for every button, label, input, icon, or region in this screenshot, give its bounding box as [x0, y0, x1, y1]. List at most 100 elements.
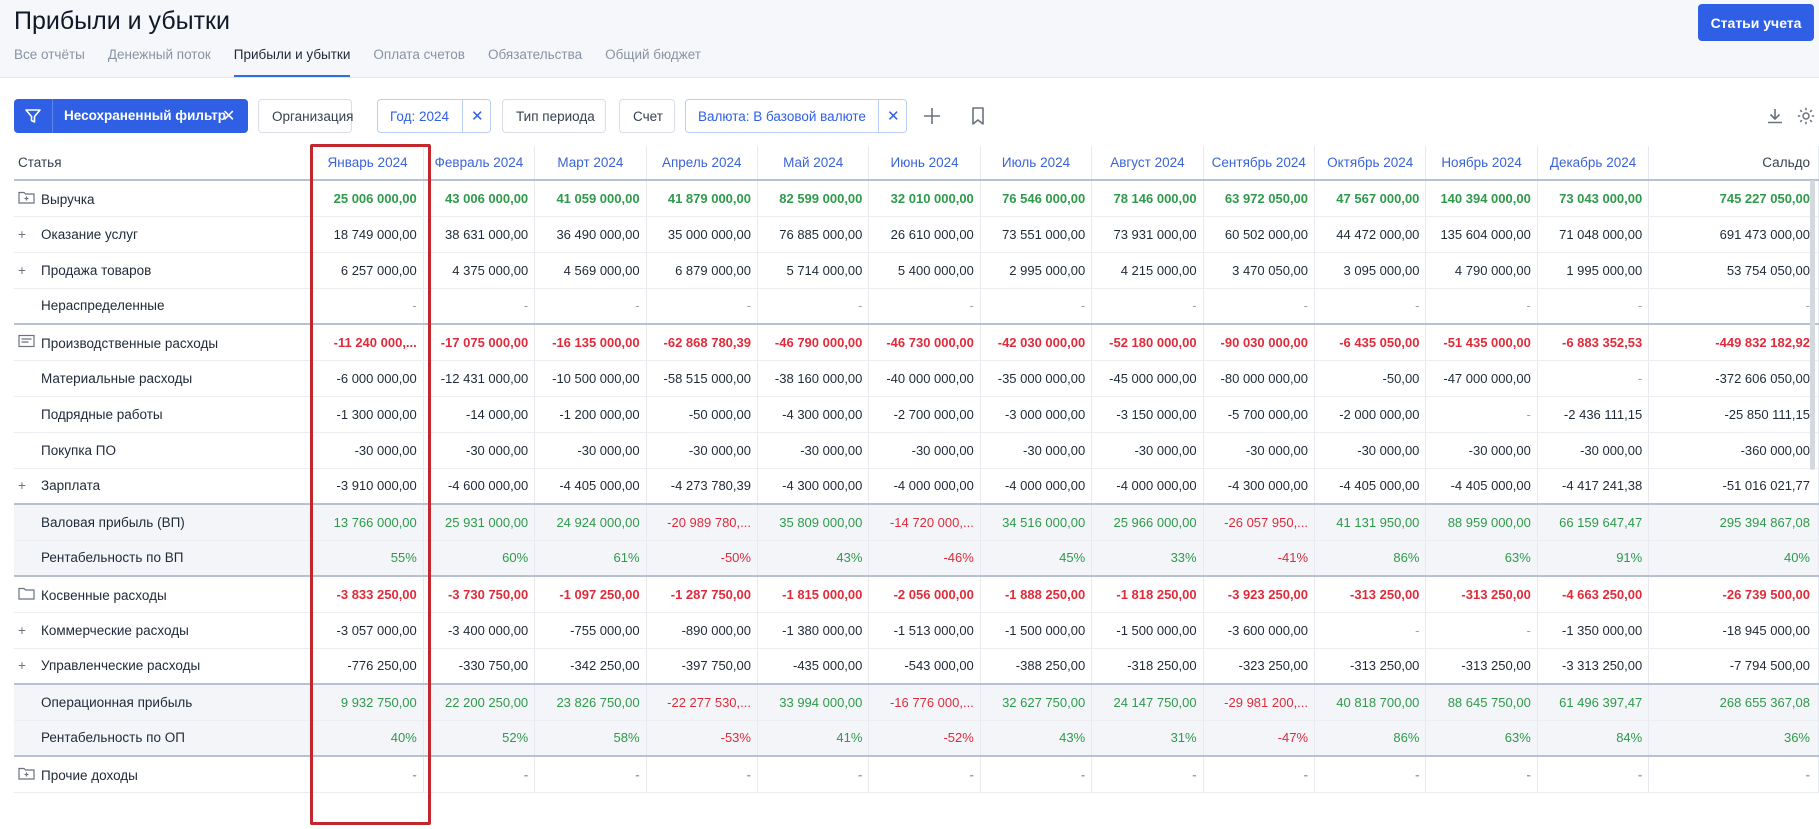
value-cell[interactable]: -14 000,00: [423, 396, 536, 433]
column-header-month[interactable]: Январь 2024: [311, 146, 424, 181]
value-cell[interactable]: -: [646, 755, 758, 793]
value-cell[interactable]: -755 000,00: [534, 612, 647, 649]
value-cell[interactable]: -51 435 000,00: [1425, 323, 1538, 361]
value-cell[interactable]: -1 513 000,00: [868, 612, 981, 649]
value-cell[interactable]: 4 215 000,00: [1091, 252, 1204, 289]
value-cell[interactable]: -17 075 000,00: [423, 323, 536, 361]
tab-3[interactable]: Оплата счетов: [373, 47, 465, 62]
tab-4[interactable]: Обязательства: [487, 47, 583, 62]
value-cell[interactable]: 25 966 000,00: [1091, 503, 1204, 541]
value-cell[interactable]: -1 287 750,00: [646, 575, 758, 613]
value-cell[interactable]: -46 730 000,00: [868, 323, 981, 361]
value-cell[interactable]: -7 794 500,00: [1648, 648, 1819, 685]
value-cell[interactable]: -3 000 000,00: [980, 396, 1093, 433]
value-cell[interactable]: -3 923 250,00: [1203, 575, 1316, 613]
table-row[interactable]: Подрядные работы -1 300 000,00 -14 000,00-…: [14, 396, 1819, 433]
table-row[interactable]: Нераспределенные - - - - - - - - - - - - -: [14, 288, 1819, 325]
value-cell[interactable]: 33 994 000,00: [757, 683, 870, 721]
value-cell[interactable]: 295 394 867,08: [1648, 503, 1819, 541]
value-cell[interactable]: 84%: [1537, 720, 1650, 757]
value-cell[interactable]: -: [1648, 755, 1819, 793]
value-cell[interactable]: -2 436 111,15: [1537, 396, 1650, 433]
value-cell[interactable]: -: [311, 288, 424, 325]
value-cell[interactable]: -: [534, 755, 647, 793]
value-cell[interactable]: -26 739 500,00: [1648, 575, 1819, 613]
row-label-cell[interactable]: + Коммерческие расходы: [14, 612, 313, 649]
row-label-cell[interactable]: Прочие доходы: [14, 755, 313, 793]
value-cell[interactable]: -1 500 000,00: [980, 612, 1093, 649]
value-cell[interactable]: -3 910 000,00: [311, 468, 424, 505]
folder-plus-icon[interactable]: [18, 767, 35, 783]
value-cell[interactable]: 25 931 000,00: [423, 503, 536, 541]
value-cell[interactable]: -4 300 000,00: [757, 396, 870, 433]
value-cell[interactable]: -449 832 182,92: [1648, 323, 1819, 361]
column-header-month[interactable]: Декабрь 2024: [1537, 146, 1650, 181]
value-cell[interactable]: 43%: [980, 720, 1093, 757]
value-cell[interactable]: -: [534, 288, 647, 325]
expand-plus-icon[interactable]: +: [18, 478, 26, 494]
value-cell[interactable]: -4 663 250,00: [1537, 575, 1650, 613]
value-cell[interactable]: 63 972 050,00: [1203, 180, 1316, 217]
value-cell[interactable]: 76 885 000,00: [757, 216, 870, 253]
value-cell[interactable]: -2 056 000,00: [868, 575, 981, 613]
value-cell[interactable]: -890 000,00: [646, 612, 758, 649]
value-cell[interactable]: -: [646, 288, 758, 325]
value-cell[interactable]: -3 150 000,00: [1091, 396, 1204, 433]
value-cell[interactable]: 9 932 750,00: [311, 683, 424, 721]
value-cell[interactable]: -318 250,00: [1091, 648, 1204, 685]
value-cell[interactable]: -4 405 000,00: [1425, 468, 1538, 505]
download-icon[interactable]: [1764, 105, 1786, 127]
value-cell[interactable]: 34 516 000,00: [980, 503, 1093, 541]
value-cell[interactable]: 63%: [1425, 720, 1538, 757]
value-cell[interactable]: -4 405 000,00: [534, 468, 647, 505]
value-cell[interactable]: -: [1203, 288, 1316, 325]
value-cell[interactable]: -50%: [646, 540, 758, 577]
value-cell[interactable]: -: [1203, 755, 1316, 793]
value-cell[interactable]: -2 000 000,00: [1314, 396, 1427, 433]
value-cell[interactable]: -: [1648, 288, 1819, 325]
value-cell[interactable]: 2 995 000,00: [980, 252, 1093, 289]
value-cell[interactable]: 6 257 000,00: [311, 252, 424, 289]
value-cell[interactable]: 25 006 000,00: [311, 180, 424, 217]
value-cell[interactable]: -52 180 000,00: [1091, 323, 1204, 361]
remove-currency-filter-icon[interactable]: ✕: [887, 108, 900, 125]
value-cell[interactable]: -: [757, 288, 870, 325]
table-row[interactable]: + Продажа товаров 6 257 000,00 4 375 000,00…: [14, 252, 1819, 289]
row-label-cell[interactable]: Производственные расходы: [14, 323, 313, 361]
value-cell[interactable]: -313 250,00: [1425, 648, 1538, 685]
value-cell[interactable]: -6 000 000,00: [311, 360, 424, 397]
add-filter-icon[interactable]: [921, 105, 943, 127]
value-cell[interactable]: -25 850 111,15: [1648, 396, 1819, 433]
value-cell[interactable]: -3 313 250,00: [1537, 648, 1650, 685]
account-filter[interactable]: Счет: [619, 99, 675, 133]
column-header-month[interactable]: Сентябрь 2024: [1203, 146, 1316, 181]
value-cell[interactable]: -1 300 000,00: [311, 396, 424, 433]
value-cell[interactable]: 47 567 000,00: [1314, 180, 1427, 217]
value-cell[interactable]: -35 000 000,00: [980, 360, 1093, 397]
value-cell[interactable]: 3 095 000,00: [1314, 252, 1427, 289]
value-cell[interactable]: -6 435 050,00: [1314, 323, 1427, 361]
value-cell[interactable]: -30 000,00: [646, 432, 758, 469]
value-cell[interactable]: 4 569 000,00: [534, 252, 647, 289]
value-cell[interactable]: -1 818 250,00: [1091, 575, 1204, 613]
value-cell[interactable]: -372 606 050,00: [1648, 360, 1819, 397]
column-header-month[interactable]: Май 2024: [757, 146, 870, 181]
value-cell[interactable]: 76 546 000,00: [980, 180, 1093, 217]
value-cell[interactable]: -53%: [646, 720, 758, 757]
value-cell[interactable]: 36 490 000,00: [534, 216, 647, 253]
year-filter-chip[interactable]: Год: 2024 ✕: [377, 99, 491, 133]
row-label-cell[interactable]: Валовая прибыль (ВП): [14, 503, 313, 541]
value-cell[interactable]: -90 030 000,00: [1203, 323, 1316, 361]
value-cell[interactable]: -16 776 000,...: [868, 683, 981, 721]
value-cell[interactable]: 38 631 000,00: [423, 216, 536, 253]
value-cell[interactable]: -: [1314, 612, 1427, 649]
value-cell[interactable]: -6 883 352,53: [1537, 323, 1650, 361]
expand-plus-icon[interactable]: +: [18, 658, 26, 674]
value-cell[interactable]: -4 000 000,00: [1091, 468, 1204, 505]
value-cell[interactable]: -397 750,00: [646, 648, 758, 685]
value-cell[interactable]: -4 300 000,00: [1203, 468, 1316, 505]
table-row[interactable]: Выручка 25 006 000,00 43 006 000,00 41 059 …: [14, 180, 1819, 217]
value-cell[interactable]: 268 655 367,08: [1648, 683, 1819, 721]
value-cell[interactable]: -3 730 750,00: [423, 575, 536, 613]
period-type-filter[interactable]: Тип периода: [502, 99, 606, 133]
